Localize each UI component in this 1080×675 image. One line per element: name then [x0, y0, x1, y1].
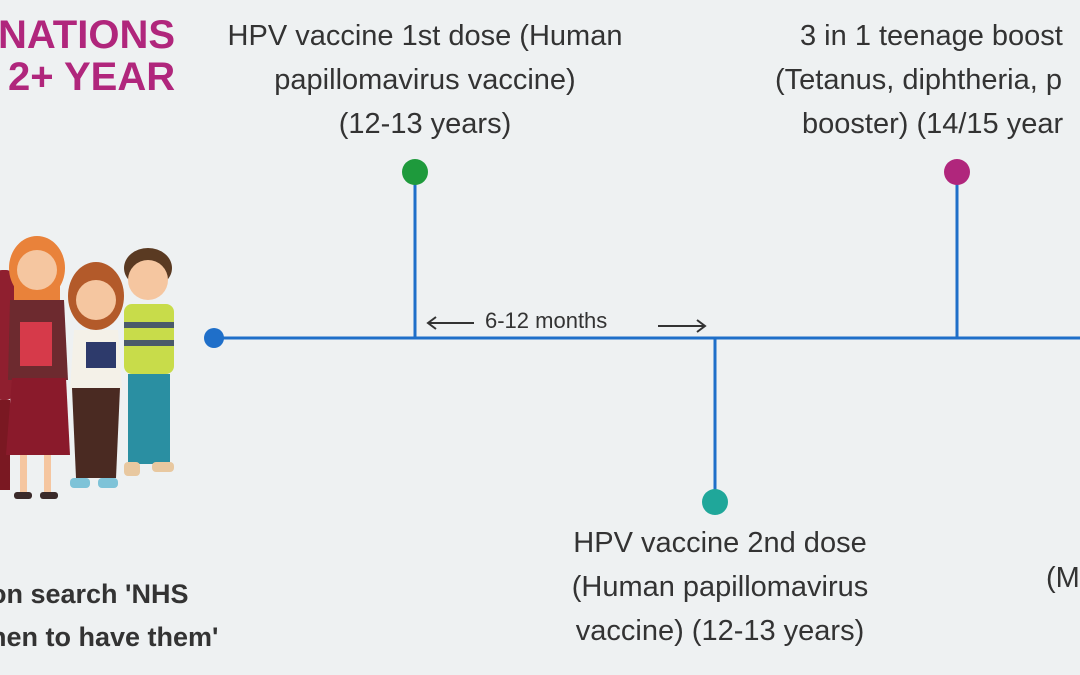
- hpv1-label-line1: HPV vaccine 1st dose (Human: [227, 20, 623, 52]
- booster-label: 3 in 1 teenage boost (Tetanus, diphtheri…: [770, 14, 1080, 146]
- hpv2-label-line2: (Human papillomavirus: [571, 571, 869, 603]
- partial-label: (M: [1046, 556, 1080, 600]
- hpv2-dot: [702, 489, 728, 515]
- footer-line1: on search 'NHS: [0, 579, 189, 609]
- interval-label: 6-12 months: [485, 308, 608, 333]
- hpv1-label-line3: (12-13 years): [338, 108, 512, 140]
- hpv1-label: HPV vaccine 1st dose (Human papillomavir…: [203, 14, 647, 146]
- footer-line2: hen to have them': [0, 622, 219, 652]
- booster-label-line2: (Tetanus, diphtheria, p: [775, 64, 1062, 96]
- hpv1-label-line2: papillomavirus vaccine): [274, 64, 576, 96]
- header-title-line1: NATIONS: [0, 13, 176, 57]
- hpv2-label-line3: vaccine) (12-13 years): [575, 615, 865, 647]
- partial-label-line1: (M: [1046, 562, 1080, 594]
- booster-label-line3: booster) (14/15 year: [802, 108, 1064, 140]
- teenagers-illustration: [0, 236, 174, 499]
- hpv2-label-line1: HPV vaccine 2nd dose: [573, 527, 867, 559]
- interval-right-arrow: [658, 319, 707, 333]
- timeline-start-dot: [204, 328, 224, 348]
- hpv2-label: HPV vaccine 2nd dose (Human papillomavir…: [540, 521, 900, 653]
- header-title-line2: 2+ YEAR: [8, 55, 176, 99]
- booster-label-line1: 3 in 1 teenage boost: [800, 20, 1063, 52]
- booster-dot: [944, 159, 970, 185]
- interval-left-arrow: [426, 316, 474, 330]
- hpv1-dot: [402, 159, 428, 185]
